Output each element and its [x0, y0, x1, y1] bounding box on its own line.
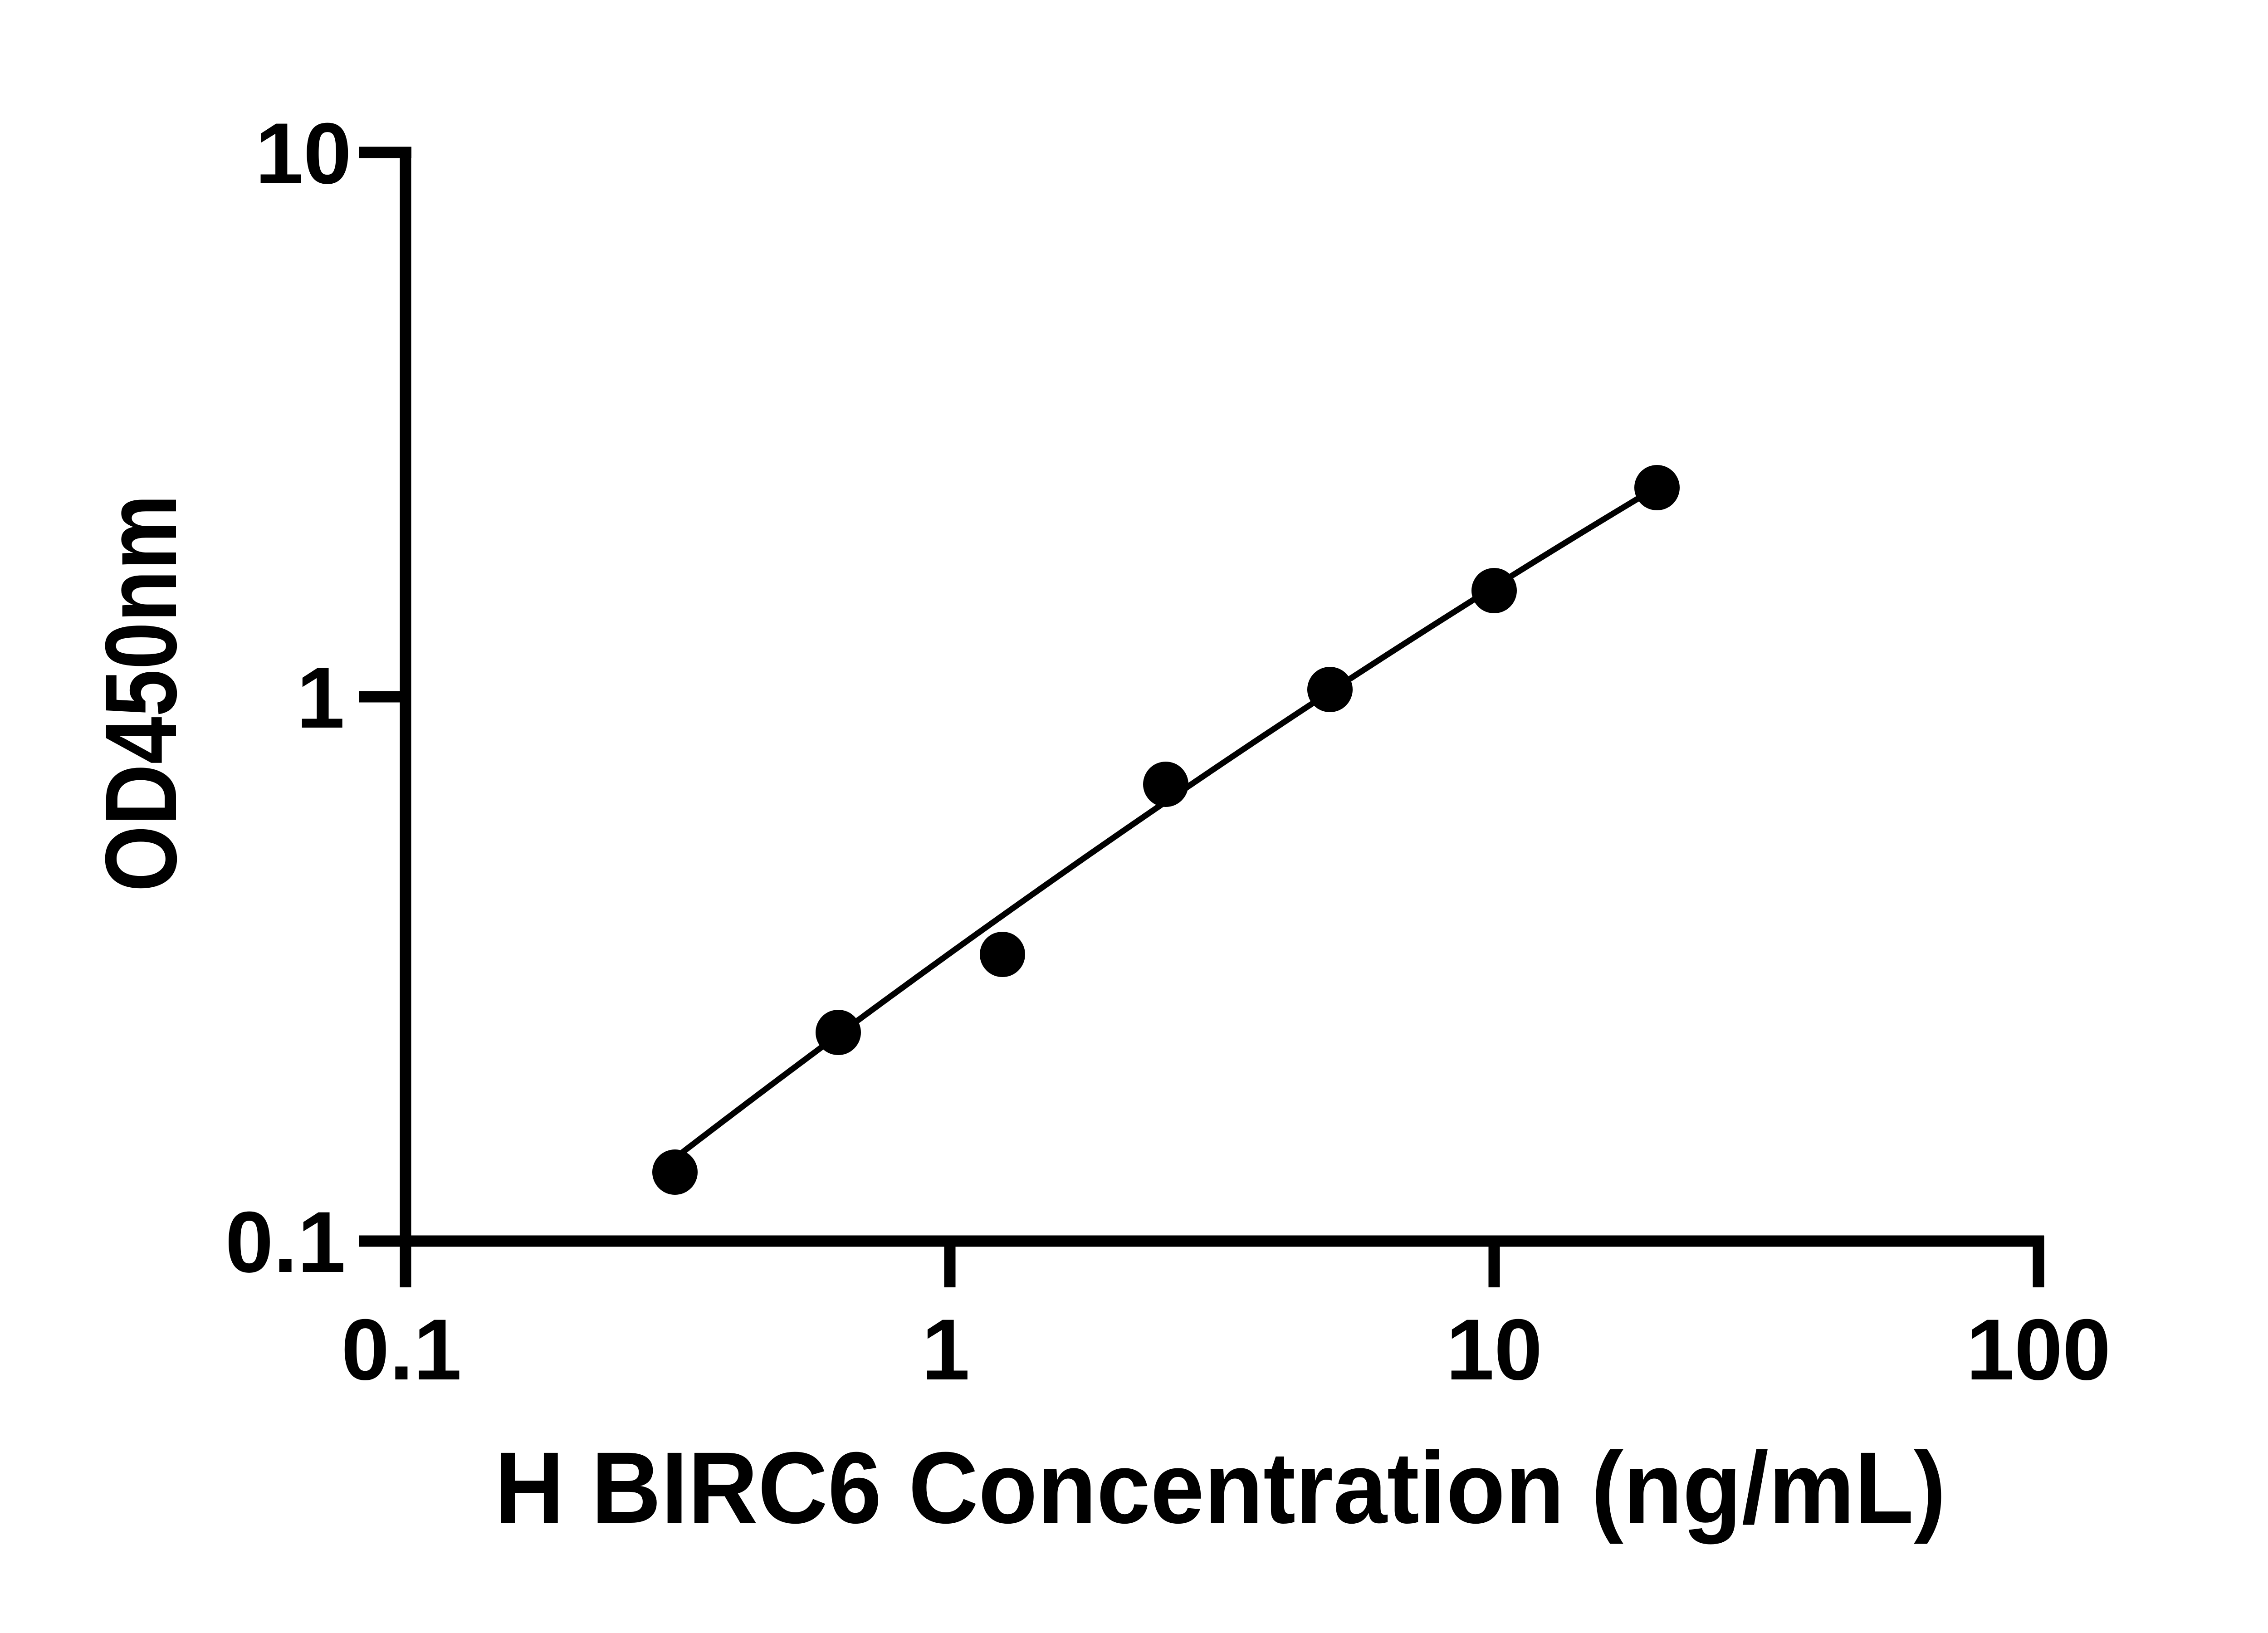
svg-text:1: 1	[922, 1301, 970, 1398]
svg-text:H BIRC6 Concentration (ng/mL): H BIRC6 Concentration (ng/mL)	[494, 1431, 1946, 1545]
svg-text:OD450nm: OD450nm	[84, 494, 198, 892]
svg-text:10: 10	[1446, 1301, 1542, 1398]
svg-text:10: 10	[255, 105, 352, 202]
svg-text:0.1: 0.1	[341, 1301, 462, 1398]
svg-text:0.1: 0.1	[225, 1194, 346, 1291]
svg-text:100: 100	[1966, 1301, 2111, 1398]
svg-text:1: 1	[297, 650, 345, 746]
